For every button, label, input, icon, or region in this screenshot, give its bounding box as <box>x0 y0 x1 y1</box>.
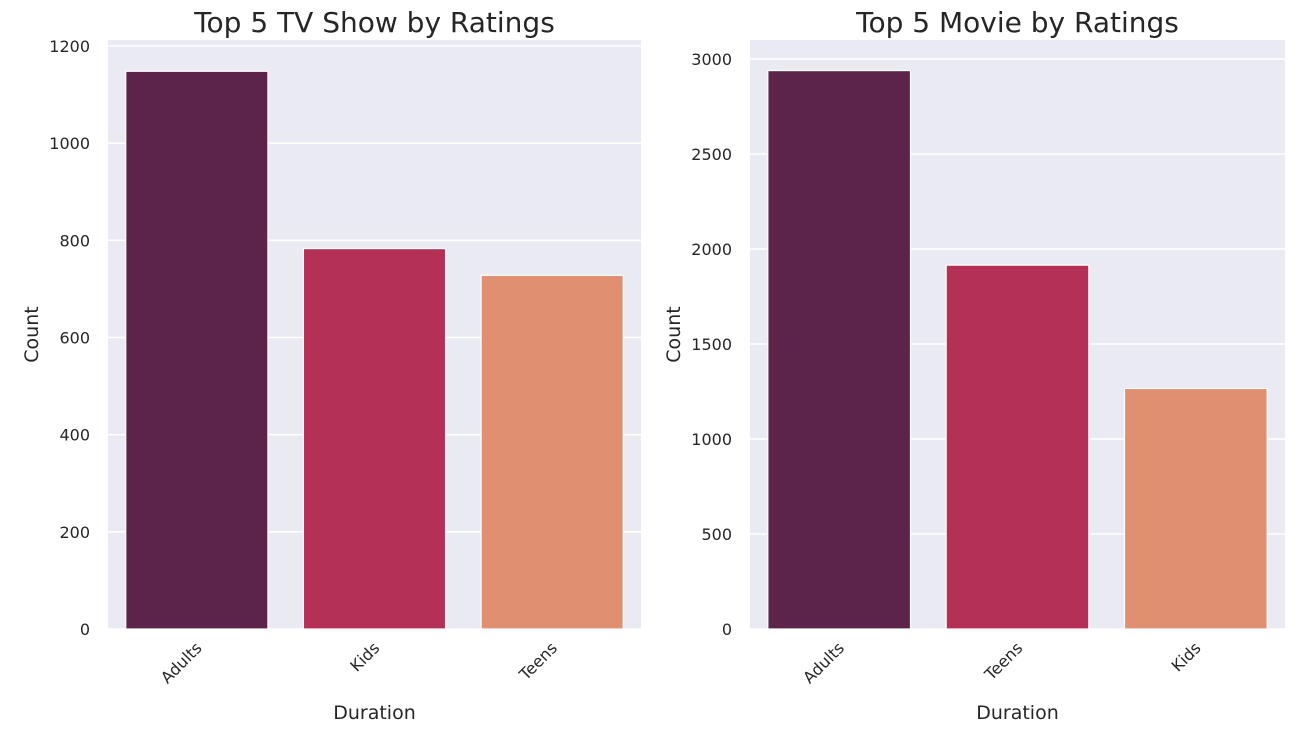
chart-title: Top 5 Movie by Ratings <box>855 6 1179 39</box>
y-tick-label: 200 <box>59 523 90 542</box>
x-tick-label: Adults <box>157 638 206 687</box>
bar-teens <box>945 264 1090 630</box>
y-tick-label: 3000 <box>691 50 732 69</box>
x-axis-label: Duration <box>976 702 1059 724</box>
y-axis-label: Count <box>21 306 43 362</box>
x-tick-label: Kids <box>346 638 383 675</box>
bar-adults <box>767 69 912 630</box>
bar-adults <box>125 70 269 630</box>
x-tick-label: Adults <box>799 638 848 687</box>
y-tick-label: 500 <box>701 525 732 544</box>
chart-panel-1: 0 200 400 600 800 1000 1200 Adults Kids Teens Top … <box>21 6 641 724</box>
x-tick-label: Kids <box>1168 638 1205 675</box>
y-tick-label: 1000 <box>691 430 732 449</box>
y-tick-label: 400 <box>59 426 90 445</box>
chart-title: Top 5 TV Show by Ratings <box>193 6 555 39</box>
y-tick-label: 0 <box>722 620 732 639</box>
x-tick-label: Teens <box>515 638 561 684</box>
y-tick-label: 2000 <box>691 240 732 259</box>
y-tick-label: 1000 <box>49 134 90 153</box>
chart-panel-2: 0 500 1000 1500 2000 2500 3000 Adults Teens Kids T… <box>663 6 1285 724</box>
y-tick-label: 1500 <box>691 335 732 354</box>
bar-kids <box>1123 387 1268 630</box>
y-tick-label: 0 <box>80 620 90 639</box>
y-tick-label: 1200 <box>49 37 90 56</box>
y-tick-label: 800 <box>59 231 90 250</box>
y-axis-label: Count <box>663 306 685 362</box>
y-tick-label: 600 <box>59 329 90 348</box>
bar-teens <box>480 274 624 630</box>
y-tick-label: 2500 <box>691 145 732 164</box>
x-tick-label: Teens <box>980 638 1026 684</box>
bar-kids <box>302 247 447 630</box>
x-axis-label: Duration <box>333 702 416 724</box>
